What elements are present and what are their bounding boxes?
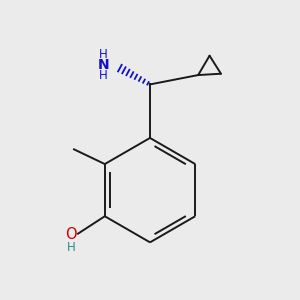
Text: N: N xyxy=(97,58,109,72)
Text: H: H xyxy=(99,69,107,82)
Text: O: O xyxy=(65,227,77,242)
Text: H: H xyxy=(67,241,76,254)
Text: H: H xyxy=(99,49,107,62)
